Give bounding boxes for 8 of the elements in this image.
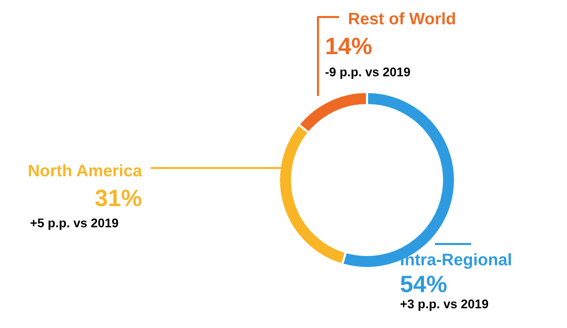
slice-label: North America (28, 164, 142, 176)
text: +5 p.p. vs 2019 (30, 218, 118, 230)
text: -9 p.p. vs 2019 (325, 68, 410, 79)
data-label: 54% (400, 276, 447, 292)
data-label: 31% (95, 190, 142, 206)
slice-label: Rest of World (349, 12, 455, 24)
text: +3 p.p. vs 2019 (400, 300, 488, 311)
data-label: 14% (326, 38, 372, 54)
